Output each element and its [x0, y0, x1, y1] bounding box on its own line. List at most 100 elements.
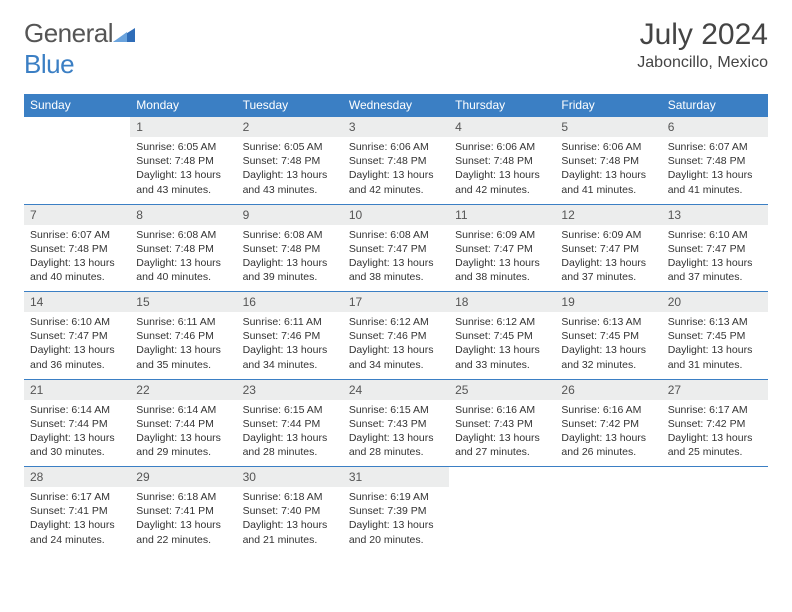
day-number: 7 — [24, 204, 130, 225]
day-detail-line: Sunrise: 6:15 AM — [349, 403, 443, 417]
day-detail-line: Sunset: 7:43 PM — [349, 417, 443, 431]
day-detail-line: Sunrise: 6:06 AM — [561, 140, 655, 154]
day-cell: Sunrise: 6:10 AMSunset: 7:47 PMDaylight:… — [662, 225, 768, 292]
day-number: 10 — [343, 204, 449, 225]
day-detail-line: Sunrise: 6:19 AM — [349, 490, 443, 504]
day-number — [24, 117, 130, 138]
day-detail-line: Daylight: 13 hours and 34 minutes. — [349, 343, 443, 371]
day-cell: Sunrise: 6:08 AMSunset: 7:48 PMDaylight:… — [237, 225, 343, 292]
day-detail-line: Sunrise: 6:08 AM — [243, 228, 337, 242]
day-detail-line: Sunrise: 6:17 AM — [668, 403, 762, 417]
day-cell: Sunrise: 6:18 AMSunset: 7:40 PMDaylight:… — [237, 487, 343, 554]
day-content-row: Sunrise: 6:17 AMSunset: 7:41 PMDaylight:… — [24, 487, 768, 554]
day-detail-line: Daylight: 13 hours and 22 minutes. — [136, 518, 230, 546]
day-number: 29 — [130, 467, 236, 488]
day-number: 11 — [449, 204, 555, 225]
day-detail-line: Daylight: 13 hours and 42 minutes. — [349, 168, 443, 196]
day-detail-line: Daylight: 13 hours and 33 minutes. — [455, 343, 549, 371]
day-number-row: 14151617181920 — [24, 292, 768, 313]
day-detail-line: Daylight: 13 hours and 24 minutes. — [30, 518, 124, 546]
day-number: 21 — [24, 379, 130, 400]
title-block: July 2024 Jaboncillo, Mexico — [637, 18, 768, 72]
day-detail-line: Sunset: 7:44 PM — [243, 417, 337, 431]
day-cell: Sunrise: 6:18 AMSunset: 7:41 PMDaylight:… — [130, 487, 236, 554]
day-detail-line: Daylight: 13 hours and 28 minutes. — [243, 431, 337, 459]
day-cell: Sunrise: 6:08 AMSunset: 7:47 PMDaylight:… — [343, 225, 449, 292]
day-cell: Sunrise: 6:08 AMSunset: 7:48 PMDaylight:… — [130, 225, 236, 292]
day-detail-line: Sunset: 7:40 PM — [243, 504, 337, 518]
day-detail-line: Sunrise: 6:05 AM — [243, 140, 337, 154]
day-number: 2 — [237, 117, 343, 138]
day-detail-line: Sunset: 7:45 PM — [455, 329, 549, 343]
day-detail-line: Daylight: 13 hours and 26 minutes. — [561, 431, 655, 459]
day-cell: Sunrise: 6:17 AMSunset: 7:41 PMDaylight:… — [24, 487, 130, 554]
page-title: July 2024 — [637, 18, 768, 52]
day-detail-line: Sunrise: 6:10 AM — [668, 228, 762, 242]
day-cell: Sunrise: 6:09 AMSunset: 7:47 PMDaylight:… — [555, 225, 661, 292]
day-number-row: 21222324252627 — [24, 379, 768, 400]
day-header: Friday — [555, 94, 661, 117]
day-detail-line: Sunset: 7:47 PM — [30, 329, 124, 343]
day-detail-line: Sunrise: 6:12 AM — [349, 315, 443, 329]
day-detail-line: Daylight: 13 hours and 43 minutes. — [243, 168, 337, 196]
day-detail-line: Daylight: 13 hours and 42 minutes. — [455, 168, 549, 196]
day-detail-line: Sunrise: 6:14 AM — [30, 403, 124, 417]
brand-triangle-icon — [113, 18, 135, 49]
day-number: 15 — [130, 292, 236, 313]
day-number — [555, 467, 661, 488]
day-detail-line: Sunrise: 6:18 AM — [136, 490, 230, 504]
day-number: 27 — [662, 379, 768, 400]
brand-name-b: Blue — [24, 49, 74, 79]
day-detail-line: Daylight: 13 hours and 38 minutes. — [349, 256, 443, 284]
day-detail-line: Sunrise: 6:09 AM — [455, 228, 549, 242]
day-detail-line: Sunset: 7:47 PM — [668, 242, 762, 256]
day-detail-line: Sunset: 7:45 PM — [561, 329, 655, 343]
day-detail-line: Sunset: 7:48 PM — [243, 154, 337, 168]
day-number: 30 — [237, 467, 343, 488]
day-number: 25 — [449, 379, 555, 400]
day-detail-line: Sunrise: 6:11 AM — [136, 315, 230, 329]
day-number: 26 — [555, 379, 661, 400]
brand-name-a: General — [24, 18, 113, 48]
day-cell: Sunrise: 6:14 AMSunset: 7:44 PMDaylight:… — [130, 400, 236, 467]
day-detail-line: Daylight: 13 hours and 30 minutes. — [30, 431, 124, 459]
day-cell: Sunrise: 6:12 AMSunset: 7:45 PMDaylight:… — [449, 312, 555, 379]
day-cell: Sunrise: 6:11 AMSunset: 7:46 PMDaylight:… — [130, 312, 236, 379]
day-detail-line: Daylight: 13 hours and 41 minutes. — [668, 168, 762, 196]
day-detail-line: Sunrise: 6:09 AM — [561, 228, 655, 242]
day-detail-line: Sunrise: 6:06 AM — [349, 140, 443, 154]
day-number: 12 — [555, 204, 661, 225]
day-detail-line: Sunset: 7:48 PM — [136, 154, 230, 168]
day-detail-line: Sunset: 7:39 PM — [349, 504, 443, 518]
day-detail-line: Daylight: 13 hours and 37 minutes. — [561, 256, 655, 284]
day-detail-line: Daylight: 13 hours and 31 minutes. — [668, 343, 762, 371]
day-detail-line: Sunset: 7:46 PM — [136, 329, 230, 343]
day-detail-line: Sunset: 7:46 PM — [243, 329, 337, 343]
day-header: Monday — [130, 94, 236, 117]
day-cell: Sunrise: 6:13 AMSunset: 7:45 PMDaylight:… — [662, 312, 768, 379]
day-detail-line: Sunrise: 6:06 AM — [455, 140, 549, 154]
day-detail-line: Daylight: 13 hours and 36 minutes. — [30, 343, 124, 371]
day-header: Saturday — [662, 94, 768, 117]
day-header: Sunday — [24, 94, 130, 117]
day-detail-line: Sunrise: 6:16 AM — [561, 403, 655, 417]
day-number-row: 28293031 — [24, 467, 768, 488]
day-cell: Sunrise: 6:16 AMSunset: 7:42 PMDaylight:… — [555, 400, 661, 467]
day-cell: Sunrise: 6:05 AMSunset: 7:48 PMDaylight:… — [237, 137, 343, 204]
day-cell: Sunrise: 6:14 AMSunset: 7:44 PMDaylight:… — [24, 400, 130, 467]
day-number — [662, 467, 768, 488]
day-detail-line: Sunrise: 6:08 AM — [349, 228, 443, 242]
day-number: 18 — [449, 292, 555, 313]
day-number: 6 — [662, 117, 768, 138]
day-content-row: Sunrise: 6:07 AMSunset: 7:48 PMDaylight:… — [24, 225, 768, 292]
day-cell: Sunrise: 6:06 AMSunset: 7:48 PMDaylight:… — [449, 137, 555, 204]
day-detail-line: Sunrise: 6:15 AM — [243, 403, 337, 417]
day-number: 13 — [662, 204, 768, 225]
day-detail-line: Sunset: 7:45 PM — [668, 329, 762, 343]
day-number: 24 — [343, 379, 449, 400]
day-number: 28 — [24, 467, 130, 488]
day-detail-line: Sunset: 7:41 PM — [30, 504, 124, 518]
brand-logo: GeneralBlue — [24, 18, 135, 80]
day-detail-line: Daylight: 13 hours and 27 minutes. — [455, 431, 549, 459]
day-detail-line: Sunset: 7:43 PM — [455, 417, 549, 431]
